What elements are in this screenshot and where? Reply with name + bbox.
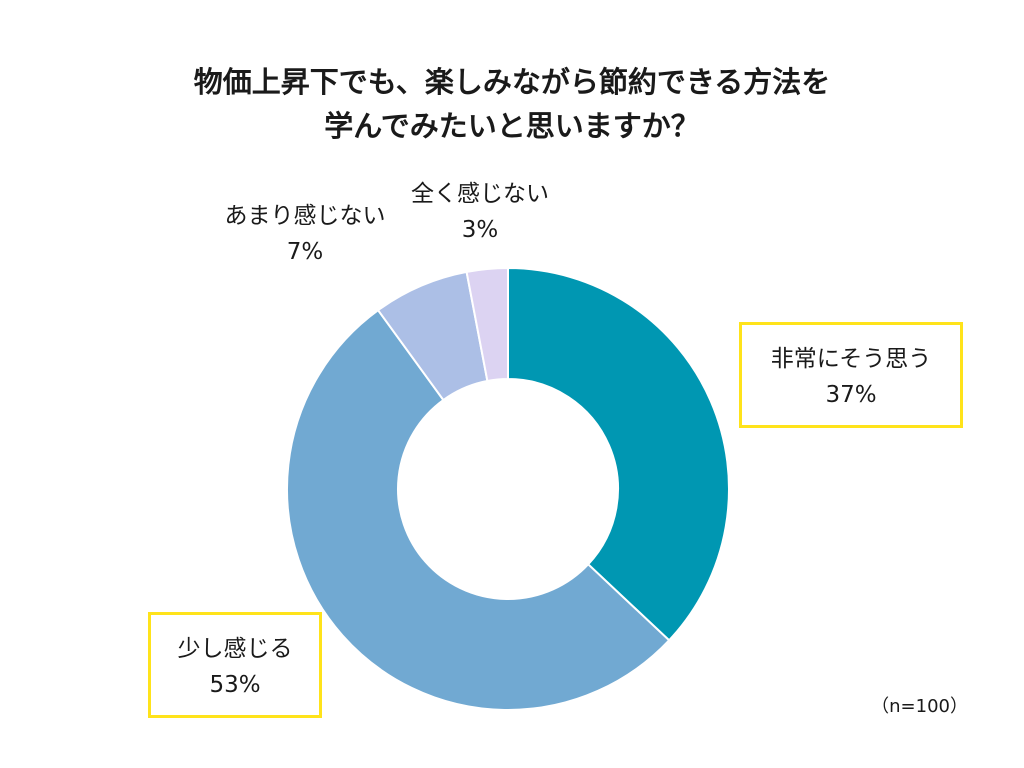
donut-slice-very-much (507, 266, 730, 642)
label-very-much: 非常にそう思う 37% (739, 322, 963, 428)
label-very-much-category: 非常にそう思う (770, 346, 932, 372)
label-not-at-all-category: 全く感じない (411, 181, 549, 207)
label-not-much-value: 7% (286, 239, 324, 265)
donut-slice-somewhat (286, 308, 671, 711)
label-somewhat-value: 53% (209, 672, 261, 698)
label-very-much-value: 37% (825, 382, 877, 408)
label-not-at-all-value: 3% (461, 217, 499, 243)
label-somewhat: 少し感じる 53% (148, 612, 322, 718)
chart-title-line-1: 物価上昇下でも、楽しみながら節約できる方法を (193, 65, 831, 99)
chart-title: 物価上昇下でも、楽しみながら節約できる方法を 学んでみたいと思いますか？ (0, 60, 1024, 148)
chart-title-line-2: 学んでみたいと思いますか？ (324, 109, 700, 143)
label-not-much-category: あまり感じない (224, 203, 386, 229)
sample-size-note: （n=100） (871, 696, 968, 717)
label-somewhat-category: 少し感じる (177, 636, 293, 662)
donut-slice-not-at-all (465, 266, 509, 383)
label-not-much: あまり感じない 7% (200, 198, 410, 270)
label-not-at-all: 全く感じない 3% (390, 176, 570, 248)
